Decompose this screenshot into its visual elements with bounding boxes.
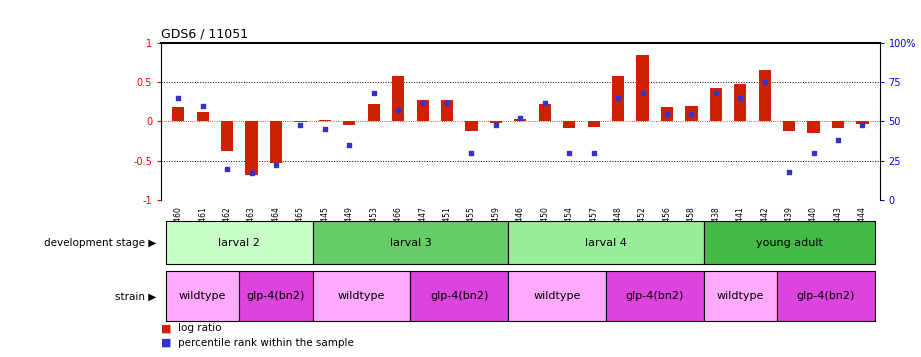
Bar [441, 100, 453, 121]
Point [733, 95, 748, 101]
Bar [857, 121, 869, 124]
Point [806, 150, 821, 156]
Text: strain ▶: strain ▶ [115, 291, 157, 301]
Point [415, 100, 430, 105]
Text: young adult: young adult [756, 238, 822, 248]
Text: glp-4(bn2): glp-4(bn2) [247, 291, 305, 301]
Text: glp-4(bn2): glp-4(bn2) [625, 291, 684, 301]
Bar [612, 76, 624, 121]
Bar [270, 121, 282, 163]
Text: percentile rank within the sample: percentile rank within the sample [178, 338, 354, 348]
Bar [508, 271, 606, 321]
Bar [508, 221, 704, 264]
Point [269, 162, 284, 168]
Text: ■: ■ [161, 338, 171, 348]
Text: development stage ▶: development stage ▶ [44, 238, 157, 248]
Point [782, 169, 797, 175]
Bar [344, 121, 356, 125]
Text: log ratio: log ratio [178, 323, 221, 333]
Bar [734, 85, 746, 121]
Text: larval 2: larval 2 [218, 238, 261, 248]
Bar [661, 107, 673, 121]
Point [587, 150, 601, 156]
Point [391, 107, 405, 113]
Point [367, 90, 381, 96]
Point [171, 95, 186, 101]
Point [855, 122, 869, 127]
Text: GDS6 / 11051: GDS6 / 11051 [161, 27, 249, 40]
Point [708, 90, 723, 96]
Bar [490, 121, 502, 123]
Bar [685, 106, 697, 121]
Point [464, 150, 479, 156]
Bar [636, 55, 648, 121]
Point [635, 90, 650, 96]
Point [513, 115, 528, 121]
Bar [588, 121, 600, 127]
Bar [704, 271, 777, 321]
Point [318, 126, 332, 132]
Bar [367, 104, 379, 121]
Bar [295, 121, 307, 122]
Point [684, 111, 699, 116]
Point [195, 103, 210, 109]
Bar [312, 271, 411, 321]
Text: glp-4(bn2): glp-4(bn2) [797, 291, 855, 301]
Bar [166, 221, 312, 264]
Bar [777, 271, 875, 321]
Point [538, 100, 553, 105]
Point [757, 79, 772, 85]
Text: larval 4: larval 4 [585, 238, 627, 248]
Bar [196, 112, 209, 121]
Bar [221, 121, 233, 151]
Bar [563, 121, 576, 128]
Point [439, 100, 454, 105]
Point [220, 166, 235, 171]
Text: glp-4(bn2): glp-4(bn2) [430, 291, 488, 301]
Point [293, 122, 308, 127]
Text: larval 3: larval 3 [390, 238, 431, 248]
Bar [832, 121, 845, 128]
Bar [465, 121, 478, 131]
Bar [166, 271, 239, 321]
Bar [710, 89, 722, 121]
Point [342, 142, 356, 148]
Text: wildtype: wildtype [533, 291, 581, 301]
Text: wildtype: wildtype [179, 291, 227, 301]
Bar [606, 271, 704, 321]
Bar [312, 221, 508, 264]
Point [659, 111, 674, 116]
Point [831, 137, 845, 143]
Bar [416, 100, 429, 121]
Bar [759, 70, 771, 121]
Bar [239, 271, 312, 321]
Text: wildtype: wildtype [717, 291, 764, 301]
Point [244, 170, 259, 176]
Point [562, 150, 577, 156]
Bar [808, 121, 820, 133]
Point [488, 122, 503, 127]
Text: wildtype: wildtype [338, 291, 385, 301]
Bar [319, 120, 331, 121]
Bar [392, 76, 404, 121]
Bar [539, 104, 551, 121]
Bar [704, 221, 875, 264]
Bar [514, 119, 527, 121]
Bar [246, 121, 258, 175]
Text: ■: ■ [161, 323, 171, 333]
Bar [783, 121, 795, 131]
Bar [411, 271, 508, 321]
Bar [172, 107, 184, 121]
Point [611, 95, 625, 101]
